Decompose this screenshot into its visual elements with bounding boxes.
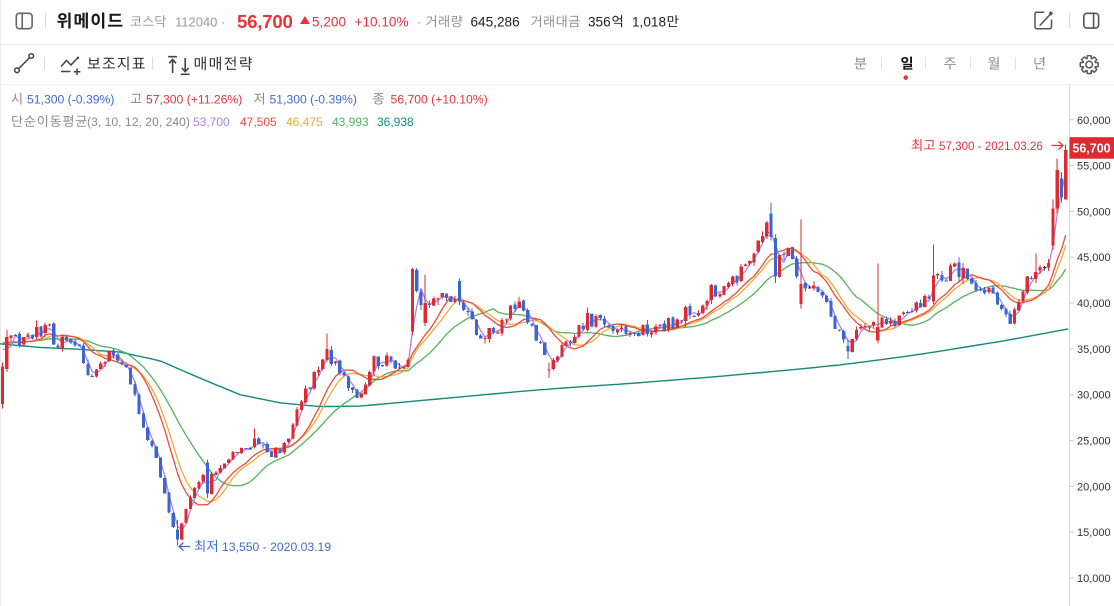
svg-text:112040 ·: 112040 · — [175, 15, 225, 30]
svg-text:25,000: 25,000 — [1077, 436, 1111, 448]
svg-text:56,700: 56,700 — [237, 11, 293, 32]
svg-text:·: · — [417, 15, 421, 30]
svg-text:10,000: 10,000 — [1077, 573, 1111, 585]
svg-text:56,700 (+10.10%): 56,700 (+10.10%) — [391, 93, 488, 107]
svg-text:5,200: 5,200 — [312, 15, 346, 30]
svg-text:60,000: 60,000 — [1077, 115, 1111, 127]
svg-text:47,505: 47,505 — [240, 115, 277, 129]
svg-text:51,300 (-0.39%): 51,300 (-0.39%) — [270, 93, 357, 107]
svg-text:43,993: 43,993 — [332, 115, 369, 129]
svg-text:20,000: 20,000 — [1077, 481, 1111, 493]
svg-text:57,300 (+11.26%): 57,300 (+11.26%) — [146, 93, 242, 107]
svg-text:356: 356 — [588, 15, 611, 30]
svg-text:35,000: 35,000 — [1077, 344, 1111, 356]
svg-text:645,286: 645,286 — [471, 15, 520, 30]
svg-text:57,300 - 2021.03.26: 57,300 - 2021.03.26 — [939, 140, 1043, 153]
svg-text:36,938: 36,938 — [377, 115, 414, 129]
svg-text:56,700: 56,700 — [1072, 142, 1110, 156]
svg-text:55,000: 55,000 — [1077, 161, 1111, 173]
svg-text:45,000: 45,000 — [1077, 252, 1111, 264]
svg-text:+10.10%: +10.10% — [355, 15, 409, 30]
svg-text:13,550 - 2020.03.19: 13,550 - 2020.03.19 — [222, 540, 331, 554]
svg-text:(3, 10, 12, 20, 240): (3, 10, 12, 20, 240) — [87, 115, 190, 129]
svg-text:51,300 (-0.39%): 51,300 (-0.39%) — [27, 93, 114, 107]
svg-text:53,700: 53,700 — [193, 115, 230, 129]
svg-text:15,000: 15,000 — [1077, 527, 1111, 539]
svg-text:50,000: 50,000 — [1077, 206, 1111, 218]
svg-text:1,018: 1,018 — [632, 15, 666, 30]
svg-text:40,000: 40,000 — [1077, 298, 1111, 310]
svg-text:46,475: 46,475 — [286, 115, 323, 129]
svg-text:30,000: 30,000 — [1077, 390, 1111, 402]
